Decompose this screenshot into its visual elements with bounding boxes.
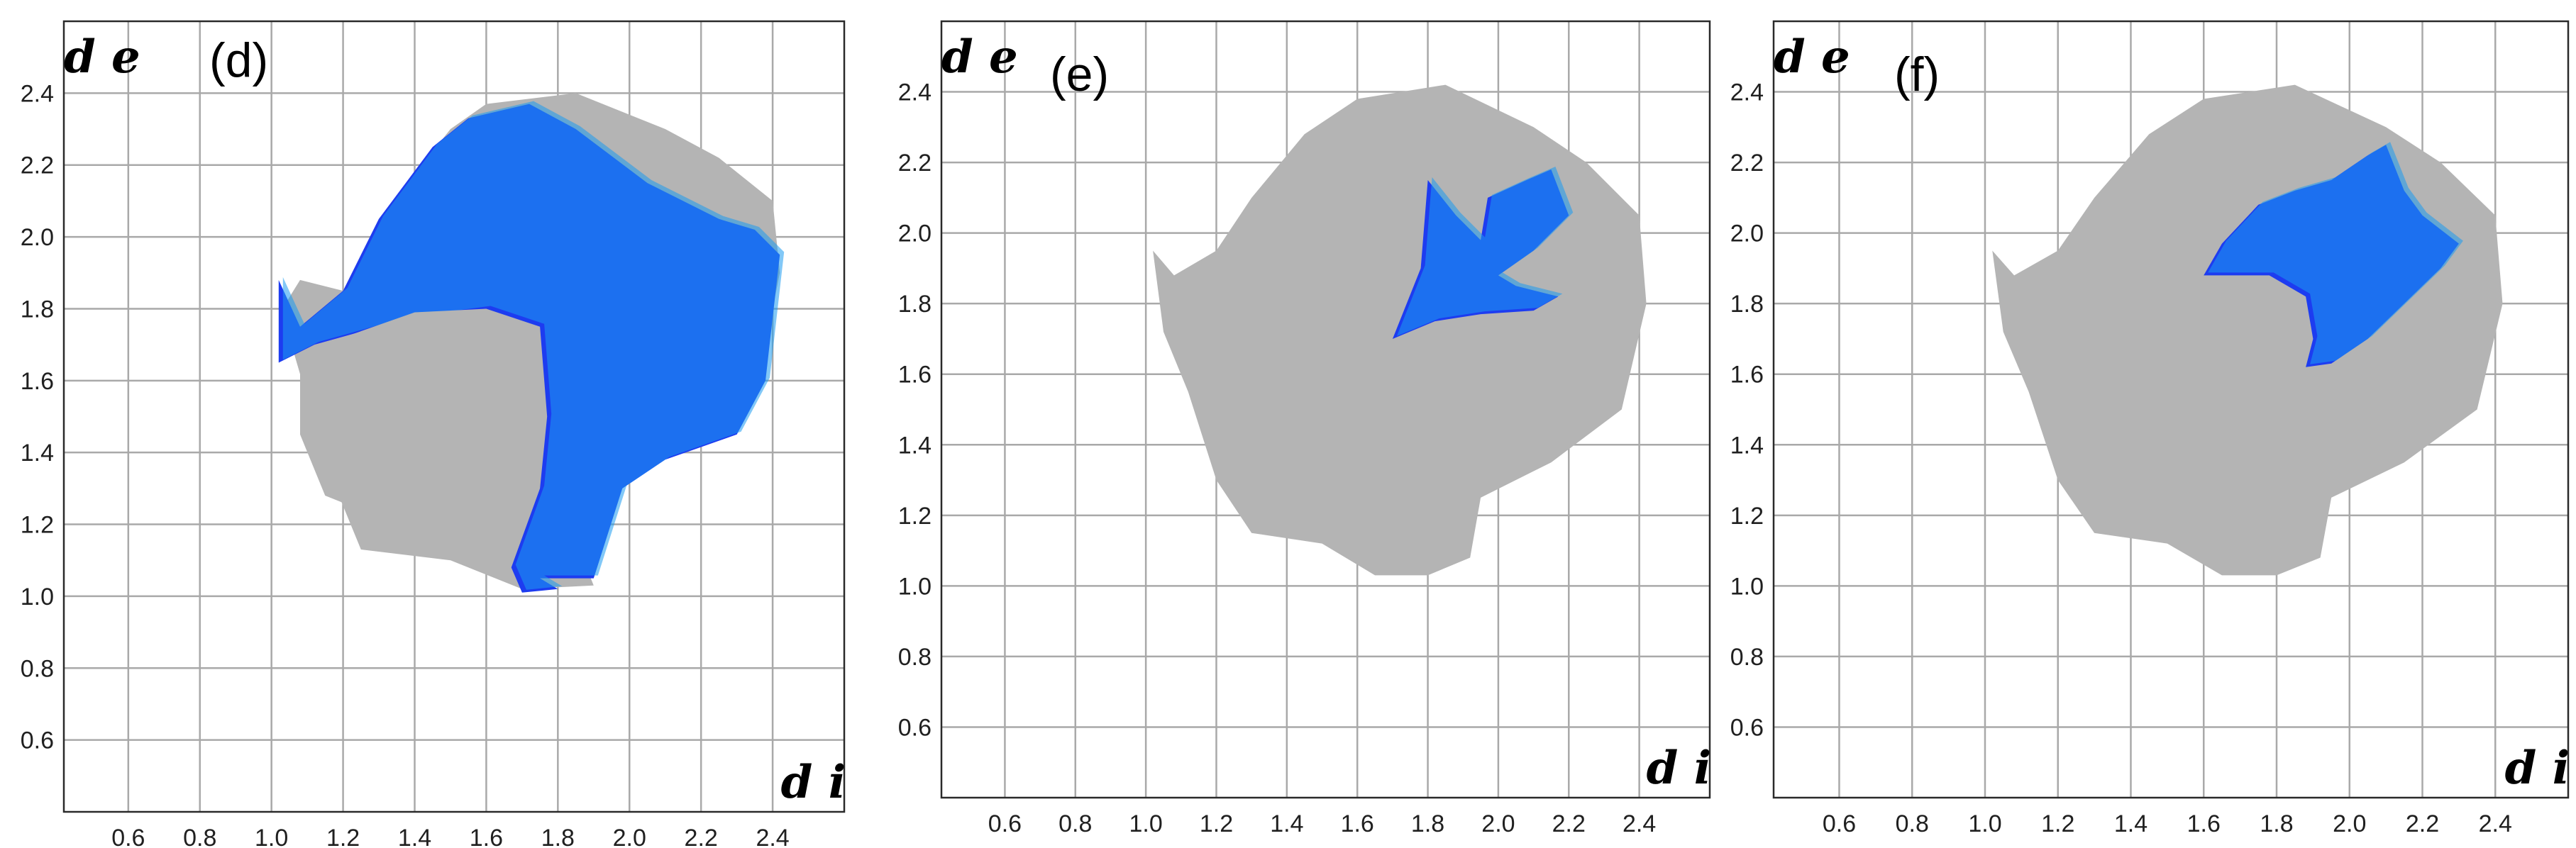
- x-tick-label: 1.0: [255, 825, 288, 848]
- y-tick-label: 1.2: [21, 512, 54, 539]
- y-tick-label: 2.0: [1730, 221, 1764, 247]
- x-tick-label: 1.4: [2114, 810, 2147, 837]
- y-tick-label: 2.2: [1730, 150, 1764, 177]
- x-tick-label: 0.6: [1823, 810, 1856, 837]
- x-tick-label: 1.4: [398, 825, 431, 848]
- plot-frame: [62, 20, 846, 813]
- y-tick-label: 1.0: [898, 573, 932, 600]
- scatter-plot-f: 0.6 0.8 1.0 1.2 1.4 1.6 1.8 2.0 2.2 2.4 0.6 0.8 1.0 1…: [1730, 20, 2570, 837]
- y-tick-label: 2.0: [21, 224, 54, 251]
- y-axis-label: d e: [64, 30, 140, 84]
- x-tick-label: 1.0: [1968, 810, 2001, 837]
- y-tick-label: 1.0: [1730, 573, 1764, 600]
- grey-core-region: [300, 308, 533, 525]
- panel-d: 0.6 0.8 1.0 1.2 1.4 1.6 1.8 2.0 2.2 2.4 0.6 0.8 1.0 1…: [0, 0, 851, 848]
- x-tick-label: 2.0: [1481, 810, 1515, 837]
- x-tick-label: 1.2: [1200, 810, 1233, 837]
- y-tick-label: 0.6: [1730, 714, 1764, 741]
- x-tick-label: 1.8: [1411, 810, 1444, 837]
- panel-e: 0.6 0.8 1.0 1.2 1.4 1.6 1.8 2.0 2.2 2.4 0.6 0.8 1.0 1…: [858, 0, 1717, 848]
- plot-frame: [940, 20, 1711, 799]
- y-tick-label: 2.0: [898, 221, 932, 247]
- plot-area: [941, 21, 1710, 798]
- y-tick-label: 1.6: [898, 362, 932, 389]
- x-tick-label: 0.6: [111, 825, 145, 848]
- x-tick-label: 2.2: [685, 825, 718, 848]
- highlighted-region-density: [282, 101, 785, 590]
- y-tick-label: 0.8: [21, 655, 54, 682]
- y-tick-label: 1.8: [21, 296, 54, 323]
- x-tick-label: 1.6: [470, 825, 503, 848]
- x-tick-label: 2.4: [756, 825, 789, 848]
- y-tick-label: 1.6: [1730, 362, 1764, 389]
- x-axis-label: d i: [781, 756, 846, 809]
- x-tick-label: 1.2: [326, 825, 360, 848]
- y-tick-label: 2.2: [898, 150, 932, 177]
- x-tick-label: 0.8: [183, 825, 216, 848]
- scatter-plot-e: 0.6 0.8 1.0 1.2 1.4 1.6 1.8 2.0 2.2 2.4 0.6 0.8 1.0 1…: [898, 20, 1711, 837]
- panel-label: (f): [1894, 48, 1940, 101]
- plot-frame: [1772, 20, 2570, 799]
- y-tick-label: 1.6: [21, 368, 54, 395]
- y-tick-label: 1.8: [1730, 291, 1764, 318]
- y-tick-label: 2.4: [21, 80, 54, 107]
- x-tick-label: 1.4: [1270, 810, 1303, 837]
- y-axis-label: d e: [1774, 30, 1850, 84]
- x-axis-label: d i: [2505, 742, 2570, 795]
- x-tick-label: 2.4: [2479, 810, 2512, 837]
- panel-f: 0.6 0.8 1.0 1.2 1.4 1.6 1.8 2.0 2.2 2.4 0.6 0.8 1.0 1…: [1717, 0, 2576, 848]
- plot-area: [64, 21, 844, 812]
- y-tick-label: 1.2: [1730, 503, 1764, 530]
- y-tick-label: 1.4: [1730, 432, 1764, 459]
- x-tick-label: 2.2: [1552, 810, 1586, 837]
- x-tick-label: 0.6: [988, 810, 1022, 837]
- highlighted-region-density: [1396, 167, 1574, 336]
- panel-label: (e): [1050, 48, 1109, 101]
- y-tick-label: 2.2: [21, 152, 54, 179]
- x-tick-label: 2.0: [613, 825, 646, 848]
- x-tick-label: 1.8: [2260, 810, 2293, 837]
- y-tick-label: 0.8: [1730, 644, 1764, 671]
- y-axis-label: d e: [941, 30, 1018, 84]
- x-tick-label: 1.2: [2041, 810, 2074, 837]
- x-tick-label: 2.0: [2333, 810, 2366, 837]
- plot-area: [1774, 21, 2568, 798]
- highlighted-region-density: [2208, 142, 2463, 364]
- y-tick-label: 1.4: [21, 440, 54, 467]
- x-tick-label: 1.6: [2187, 810, 2221, 837]
- y-tick-label: 0.6: [898, 714, 932, 741]
- x-tick-label: 0.8: [1896, 810, 1929, 837]
- y-tick-label: 1.4: [898, 432, 932, 459]
- scatter-plot-d: 0.6 0.8 1.0 1.2 1.4 1.6 1.8 2.0 2.2 2.4 0.6 0.8 1.0 1…: [21, 20, 846, 848]
- y-tick-label: 1.8: [898, 291, 932, 318]
- x-tick-label: 0.8: [1058, 810, 1092, 837]
- x-tick-label: 1.8: [541, 825, 575, 848]
- x-tick-label: 2.4: [1623, 810, 1656, 837]
- y-tick-label: 1.2: [898, 503, 932, 530]
- x-tick-label: 1.0: [1129, 810, 1163, 837]
- y-tick-label: 0.8: [898, 644, 932, 671]
- background-fingerprint-region: [1992, 84, 2503, 576]
- y-tick-label: 0.6: [21, 727, 54, 754]
- x-tick-label: 1.6: [1341, 810, 1374, 837]
- y-tick-label: 2.4: [898, 79, 932, 106]
- x-tick-label: 2.2: [2406, 810, 2439, 837]
- panel-label: (d): [209, 33, 268, 87]
- y-tick-label: 2.4: [1730, 79, 1764, 106]
- y-tick-label: 1.0: [21, 584, 54, 610]
- x-axis-label: d i: [1647, 742, 1711, 795]
